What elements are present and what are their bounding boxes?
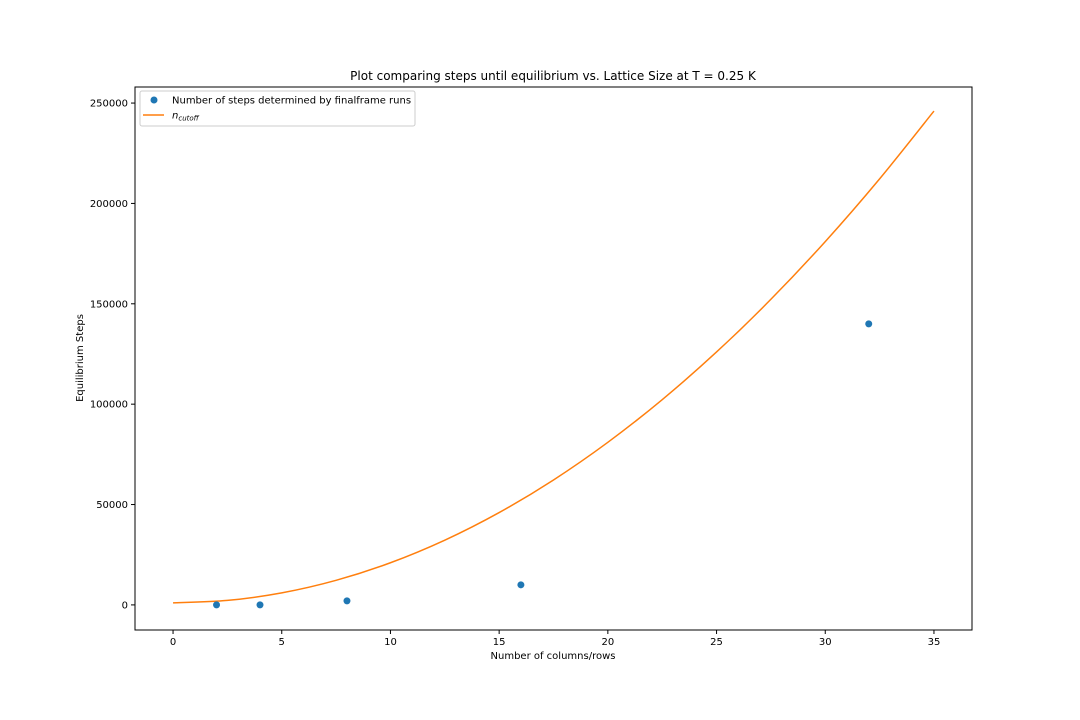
y-tick-label: 150000 — [90, 299, 128, 310]
x-tick-label: 5 — [279, 637, 285, 648]
legend-label-scatter: Number of steps determined by finalframe… — [172, 96, 411, 107]
legend: Number of steps determined by finalframe… — [139, 90, 416, 127]
data-point — [865, 320, 873, 328]
legend-marker-scatter — [150, 96, 158, 104]
x-tick-label: 10 — [384, 637, 397, 648]
data-point — [517, 581, 525, 589]
cutoff-curve-line — [173, 110, 935, 604]
y-axis-label: Equilibrium Steps — [75, 314, 86, 402]
data-point — [343, 597, 351, 605]
x-axis: 0 5 10 15 20 25 30 35 — [170, 630, 940, 648]
series-layer — [173, 110, 935, 609]
x-tick-label: 35 — [928, 637, 941, 648]
legend-box — [139, 90, 416, 127]
x-axis-label: Number of columns/rows — [491, 651, 616, 662]
legend-label-line-sub: cutoff — [178, 115, 199, 123]
y-axis: 0 50000 100000 150000 200000 250000 — [90, 99, 135, 611]
data-point — [213, 601, 221, 609]
y-tick-label: 50000 — [96, 500, 128, 511]
y-tick-label: 100000 — [90, 400, 128, 411]
x-tick-label: 20 — [601, 637, 614, 648]
x-tick-label: 0 — [170, 637, 176, 648]
x-tick-label: 30 — [819, 637, 832, 648]
data-point — [256, 601, 264, 609]
x-tick-label: 25 — [710, 637, 723, 648]
chart-title: Plot comparing steps until equilibrium v… — [350, 69, 757, 83]
y-tick-label: 0 — [122, 600, 128, 611]
y-tick-label: 200000 — [90, 199, 128, 210]
legend-label-line-main: n — [172, 111, 178, 122]
x-tick-label: 15 — [493, 637, 506, 648]
plot-area — [134, 86, 973, 631]
y-tick-label: 250000 — [90, 99, 128, 110]
legend-label-line: ncutoff — [172, 111, 200, 123]
